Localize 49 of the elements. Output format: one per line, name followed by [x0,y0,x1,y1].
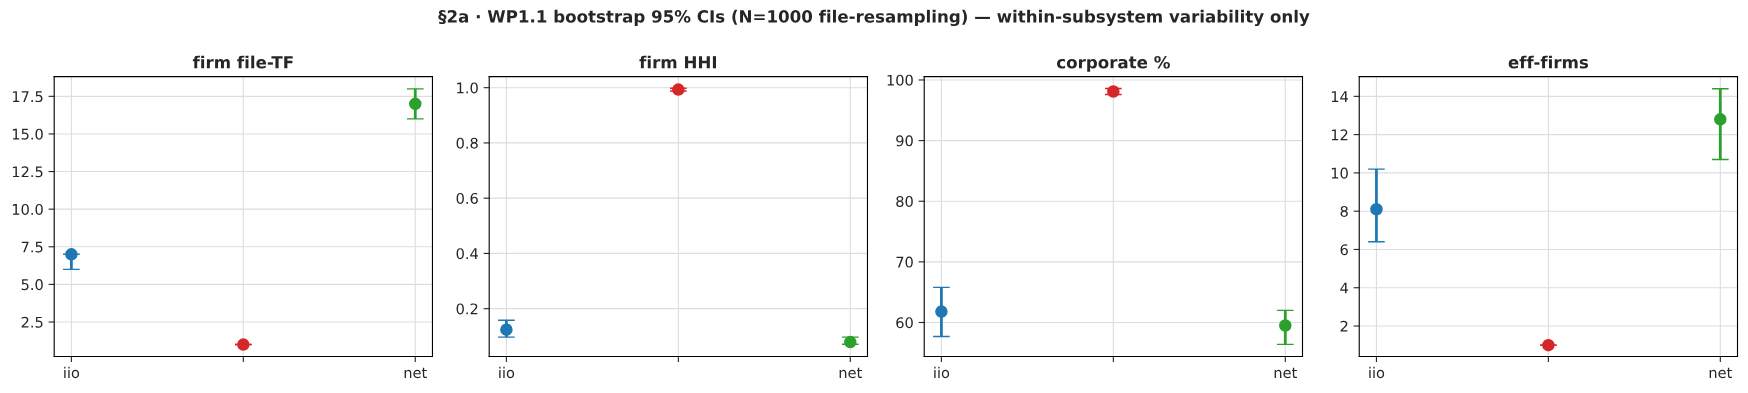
x-tick-label: iio [64,366,80,379]
x-tick-label: iio [499,366,515,379]
point [844,335,857,349]
y-tick-label: 1.0 [457,82,478,94]
y-tick-label: 0.8 [456,137,478,149]
point [1542,338,1555,352]
y-tick-label: 12.5 [12,166,43,178]
y-tick-label: 70 [896,256,913,268]
y-tick-label: 0.2 [456,303,478,315]
point [1370,203,1383,216]
x-tick-label: net [839,367,862,379]
y-tick-label: 12 [1331,129,1348,141]
chart-title: firm file-TF [192,55,293,69]
y-tick-label: 17.5 [12,91,43,103]
point [1714,113,1727,126]
point [1279,319,1292,332]
y-tick-label: 100 [887,74,913,86]
y-tick-label: 0.4 [456,248,478,260]
y-tick-label: 7.5 [21,241,43,253]
chart-title: firm HHI [639,55,717,69]
x-tick-label: iio [1369,366,1385,379]
chart-title: corporate % [1056,55,1170,72]
x-tick-label: net [1709,367,1732,379]
point [409,97,422,111]
x-tick-label: iio [934,366,950,379]
x-tick-label: net [404,367,427,379]
point [1107,85,1120,98]
y-tick-label: 10 [1331,167,1348,179]
y-tick-label: 10.0 [12,203,43,215]
y-tick-label: 8 [1340,205,1348,217]
x-tick-label: net [1274,367,1297,379]
y-tick-label: 4 [1340,282,1348,294]
point [935,305,948,318]
y-tick-label: 60 [896,317,913,329]
text: §2a · WP1.1 bootstrap 95% CIs (N=1000 file-resampling) — within-subsystem variability only [438,9,1310,27]
point [672,83,685,96]
point [237,338,250,351]
y-tick-label: 6 [1340,244,1348,256]
y-tick-label: 0.6 [456,192,478,204]
chart-title: eff-firms [1508,55,1589,69]
y-tick-label: 80 [896,195,913,207]
y-tick-label: 14 [1331,91,1348,102]
point [500,323,513,336]
y-tick-label: 90 [896,135,913,147]
y-tick-label: 2.5 [21,316,43,328]
y-tick-label: 2 [1340,320,1348,332]
point [65,248,78,261]
y-tick-label: 5.0 [21,279,43,291]
y-tick-label: 15.0 [12,128,43,140]
